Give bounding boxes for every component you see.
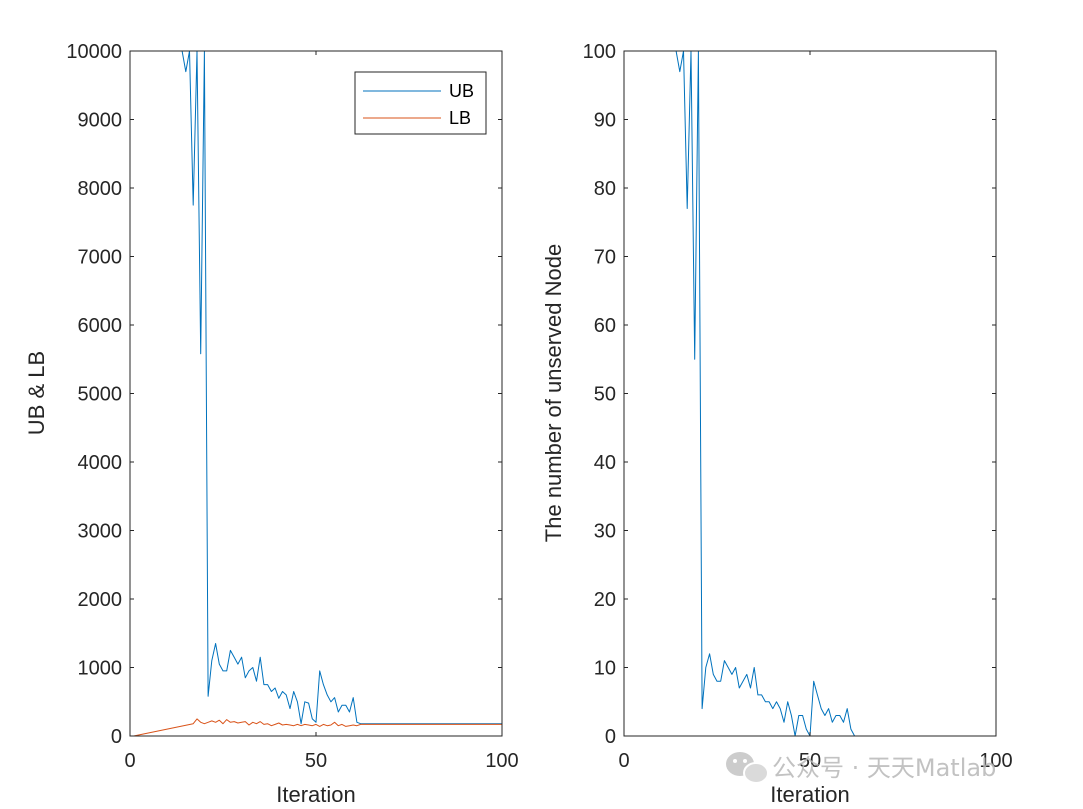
ub-lb-ticks: 0 50 1000100020003000400050006000700080009… [66, 41, 518, 772]
ub-lb-axes: 0 50 1000100020003000400050006000700080009… [24, 41, 519, 807]
unserved-y-tick-label: 10 [594, 658, 616, 680]
ub-lb-y-tick-label: 5000 [78, 384, 123, 406]
unserved-x-tick-label: 0 [618, 750, 629, 772]
unserved-x-axis-label: Iteration [770, 782, 850, 807]
ub-lb-y-tick-label: 8000 [78, 178, 123, 200]
watermark-text: 公众号 · 天天Matlab [772, 754, 996, 782]
ub-lb-y-tick-label: 1000 [78, 658, 123, 680]
ub-lb-y-tick-label: 4000 [78, 452, 123, 474]
ub-lb-plot-lines [133, 50, 502, 737]
legend: UB LB [354, 71, 487, 135]
ub-lb-series-lb-line [133, 718, 502, 737]
ub-lb-y-tick-label: 0 [111, 726, 122, 748]
unserved-y-tick-label: 50 [594, 384, 616, 406]
unserved-y-tick-label: 100 [583, 41, 616, 63]
ub-lb-series-ub-line [133, 50, 502, 725]
ub-lb-y-tick-label: 2000 [78, 589, 123, 611]
unserved-y-tick-label: 60 [594, 315, 616, 337]
unserved-y-axis-label: The number of unserved Node [541, 244, 566, 542]
ub-lb-x-tick-label: 50 [305, 750, 327, 772]
wechat-icon [726, 752, 769, 784]
ub-lb-y-tick-label: 10000 [66, 41, 122, 63]
ub-lb-y-tick-label: 3000 [78, 521, 123, 543]
unserved-ticks: 0 50 100 0 10 20 30 40 50 60 70 80 90 100 [583, 41, 1013, 772]
unserved-y-tick-label: 30 [594, 521, 616, 543]
unserved-y-tick-label: 70 [594, 247, 616, 269]
unserved-y-tick-label: 90 [594, 110, 616, 132]
legend-ub-label: UB [449, 81, 474, 101]
unserved-x-tick-label: 100 [979, 750, 1012, 772]
unserved-y-tick-label: 80 [594, 178, 616, 200]
ub-lb-y-tick-label: 6000 [78, 315, 123, 337]
ub-lb-x-tick-label: 100 [485, 750, 518, 772]
ub-lb-y-tick-label: 9000 [78, 110, 123, 132]
unserved-axes: 0 50 100 0 10 20 30 40 50 60 70 80 90 100 Iteration T… [541, 41, 1013, 807]
unserved-y-tick-label: 20 [594, 589, 616, 611]
unserved-y-tick-label: 40 [594, 452, 616, 474]
legend-box [354, 71, 487, 135]
watermark: 公众号 · 天天Matlab [726, 752, 996, 784]
ub-lb-x-axis-label: Iteration [276, 782, 356, 807]
ub-lb-x-tick-label: 0 [124, 750, 135, 772]
ub-lb-y-tick-label: 7000 [78, 247, 123, 269]
unserved-x-tick-label: 50 [799, 750, 821, 772]
ub-lb-y-axis-label: UB & LB [24, 351, 49, 435]
legend-lb-label: LB [449, 108, 471, 128]
unserved-y-tick-label: 0 [605, 726, 616, 748]
